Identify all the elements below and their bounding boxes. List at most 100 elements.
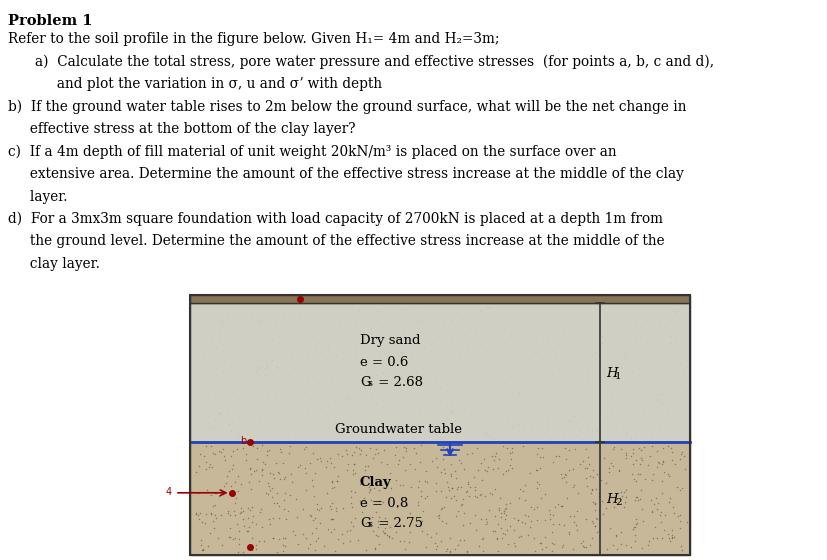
Point bbox=[444, 470, 457, 479]
Point bbox=[557, 430, 571, 438]
Point bbox=[611, 498, 624, 507]
Point bbox=[353, 450, 366, 459]
Point bbox=[662, 472, 675, 480]
Point bbox=[414, 516, 428, 525]
Point bbox=[227, 446, 240, 455]
Point bbox=[368, 449, 381, 458]
Point bbox=[198, 518, 212, 527]
Point bbox=[397, 443, 410, 452]
Point bbox=[228, 534, 241, 543]
Point bbox=[229, 494, 242, 503]
Point bbox=[595, 379, 608, 388]
Point bbox=[425, 456, 438, 465]
Text: 2: 2 bbox=[614, 498, 621, 507]
Point bbox=[582, 460, 595, 469]
Point bbox=[445, 409, 458, 418]
Point bbox=[591, 489, 605, 498]
Point bbox=[300, 376, 313, 385]
Point bbox=[558, 360, 571, 368]
Point bbox=[389, 528, 402, 537]
Point bbox=[558, 444, 571, 453]
Point bbox=[265, 335, 279, 344]
Point bbox=[301, 544, 314, 553]
Point bbox=[192, 462, 205, 471]
Point bbox=[590, 469, 603, 478]
Point bbox=[278, 534, 291, 543]
Point bbox=[325, 477, 338, 486]
Point bbox=[444, 472, 457, 481]
Point bbox=[619, 454, 632, 463]
Point bbox=[312, 506, 325, 515]
Point bbox=[544, 539, 557, 548]
Point bbox=[198, 314, 211, 323]
Point bbox=[536, 452, 549, 461]
Point bbox=[494, 512, 507, 521]
Point bbox=[589, 363, 602, 372]
Point bbox=[223, 523, 237, 532]
Point bbox=[261, 478, 275, 487]
Point bbox=[512, 493, 525, 502]
Point bbox=[431, 511, 444, 520]
Point bbox=[428, 529, 442, 538]
Point bbox=[675, 546, 688, 555]
Point bbox=[456, 494, 469, 503]
Point bbox=[310, 504, 323, 513]
Point bbox=[283, 449, 296, 458]
Point bbox=[476, 534, 489, 543]
Point bbox=[352, 443, 366, 452]
Point bbox=[243, 370, 256, 379]
Point bbox=[484, 304, 497, 312]
Point bbox=[538, 543, 552, 552]
Point bbox=[571, 488, 584, 497]
Point bbox=[405, 384, 418, 393]
Point bbox=[454, 404, 467, 413]
Point bbox=[384, 484, 397, 493]
Point bbox=[634, 455, 648, 464]
Point bbox=[500, 526, 513, 535]
Point bbox=[293, 460, 306, 469]
Point bbox=[619, 354, 632, 363]
Point bbox=[310, 500, 323, 508]
Point bbox=[487, 512, 500, 521]
Point bbox=[568, 431, 581, 440]
Point bbox=[457, 330, 471, 339]
Point bbox=[647, 499, 660, 508]
Point bbox=[331, 471, 344, 480]
Point bbox=[195, 545, 208, 554]
Point bbox=[434, 537, 447, 546]
Text: the ground level. Determine the amount of the effective stress increase at the m: the ground level. Determine the amount o… bbox=[8, 235, 664, 249]
Point bbox=[220, 471, 233, 480]
Point bbox=[547, 334, 560, 343]
Point bbox=[500, 416, 514, 425]
Point bbox=[530, 466, 543, 475]
Point bbox=[390, 442, 403, 451]
Point bbox=[319, 462, 332, 471]
Point bbox=[198, 353, 211, 362]
Point bbox=[422, 407, 435, 416]
Point bbox=[327, 547, 341, 556]
Point bbox=[470, 492, 483, 501]
Point bbox=[259, 365, 272, 374]
Point bbox=[198, 412, 212, 421]
Point bbox=[432, 514, 445, 522]
Point bbox=[408, 464, 421, 473]
Point bbox=[271, 513, 284, 522]
Point bbox=[521, 530, 534, 539]
Point bbox=[552, 520, 565, 529]
Text: e = 0.6: e = 0.6 bbox=[360, 356, 408, 369]
Point bbox=[189, 467, 202, 476]
Point bbox=[203, 429, 216, 438]
Point bbox=[567, 445, 581, 454]
Point bbox=[291, 539, 304, 548]
Point bbox=[230, 444, 243, 453]
Point bbox=[585, 486, 598, 494]
Point bbox=[412, 477, 425, 486]
Point bbox=[347, 460, 360, 469]
Point bbox=[629, 515, 642, 524]
Point bbox=[212, 534, 225, 543]
Text: d)  For a 3mx3m square foundation with load capacity of 2700kN is placed at a de: d) For a 3mx3m square foundation with lo… bbox=[8, 212, 662, 226]
Point bbox=[259, 360, 272, 368]
Point bbox=[372, 497, 385, 506]
Point bbox=[585, 351, 598, 360]
Point bbox=[562, 512, 576, 521]
